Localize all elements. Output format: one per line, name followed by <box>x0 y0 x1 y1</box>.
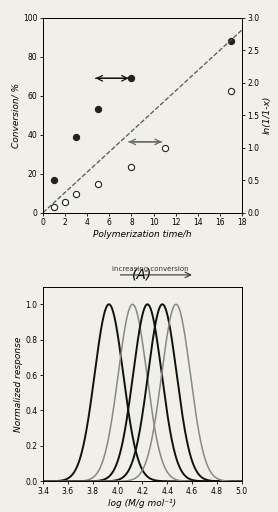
X-axis label: Polymerization time/h: Polymerization time/h <box>93 230 192 239</box>
Point <box>52 176 56 184</box>
Point <box>52 203 56 211</box>
Y-axis label: Normalized response: Normalized response <box>14 336 23 432</box>
Y-axis label: ln(1/1-x): ln(1/1-x) <box>262 96 271 135</box>
Point <box>229 87 233 95</box>
X-axis label: log (M/g mol⁻¹): log (M/g mol⁻¹) <box>108 499 177 507</box>
Point <box>162 144 167 152</box>
Point <box>74 190 78 199</box>
Point <box>74 133 78 141</box>
Text: (A): (A) <box>132 268 153 282</box>
Point <box>129 74 134 82</box>
Point <box>96 105 101 114</box>
Y-axis label: Conversion/ %: Conversion/ % <box>11 83 20 148</box>
Point <box>63 198 67 206</box>
Text: increasing conversion: increasing conversion <box>112 266 189 272</box>
Point <box>96 180 101 188</box>
Point <box>129 163 134 172</box>
Point <box>229 37 233 46</box>
